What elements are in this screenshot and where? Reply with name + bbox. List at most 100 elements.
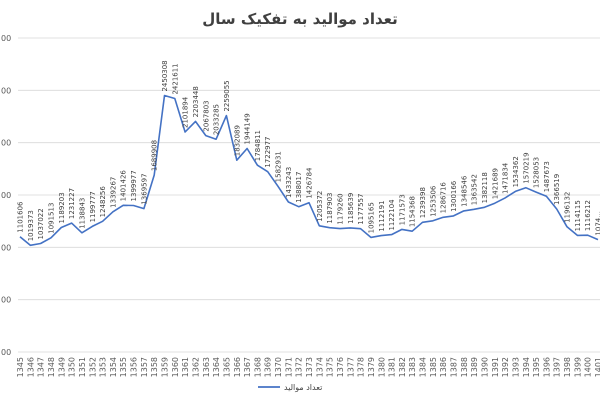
data-label: 1196132 [564, 192, 572, 223]
data-label: 1189203 [58, 192, 66, 223]
legend-label: تعداد موالید [284, 383, 322, 392]
x-tick-label: 1400 [584, 357, 593, 377]
data-label: 1348546 [460, 175, 468, 207]
data-label: 1570219 [522, 152, 530, 183]
data-label: 1388017 [295, 172, 303, 203]
y-tick-label: 00 [1, 296, 11, 305]
x-tick-label: 1346 [26, 357, 35, 377]
data-label: 1300166 [450, 180, 458, 212]
data-label: 1944149 [244, 113, 252, 144]
data-label: 2067803 [202, 100, 210, 131]
data-label: 1101606 [17, 201, 25, 233]
x-tick-label: 1354 [109, 357, 118, 377]
y-tick-label: 00 [1, 139, 11, 148]
x-tick-label: 1397 [553, 357, 562, 377]
x-tick-label: 1380 [377, 357, 386, 377]
x-tick-label: 1371 [284, 357, 293, 377]
x-tick-label: 1365 [222, 357, 231, 377]
x-tick-label: 1364 [212, 357, 221, 377]
x-tick-label: 1377 [346, 357, 355, 377]
data-label: 1832089 [233, 125, 241, 156]
x-tick-label: 1383 [408, 357, 417, 377]
x-tick-label: 1350 [68, 357, 77, 377]
x-tick-label: 1390 [480, 357, 489, 377]
data-label: 2421611 [171, 63, 179, 94]
chart-title: تعداد موالید به تفکیک سال [202, 10, 398, 28]
data-label: 1185639 [347, 193, 355, 224]
data-label: 1421689 [491, 168, 499, 199]
x-tick-label: 1396 [542, 357, 551, 377]
data-label: 1095165 [367, 202, 375, 233]
y-tick-label: 00 [1, 243, 11, 252]
x-tick-label: 1395 [532, 357, 541, 377]
data-label: 2450308 [161, 60, 169, 91]
x-tick-label: 1345 [16, 357, 25, 377]
x-tick-label: 1385 [429, 357, 438, 377]
data-label: 1534362 [512, 156, 520, 187]
x-tick-label: 1379 [367, 357, 376, 377]
data-label: 1722977 [264, 136, 272, 167]
x-tick-label: 1376 [336, 357, 345, 377]
data-label: 1253506 [429, 185, 437, 217]
data-label: 1122104 [388, 199, 396, 231]
x-tick-label: 1358 [150, 357, 159, 377]
x-tick-label: 1399 [573, 357, 582, 377]
x-tick-label: 1384 [419, 357, 428, 377]
data-label: 2033285 [213, 104, 221, 135]
data-label: 1363542 [471, 174, 479, 205]
x-tick-label: 1348 [47, 357, 56, 377]
x-tick-label: 1387 [450, 357, 459, 377]
data-label: 1205372 [316, 191, 324, 222]
x-tick-label: 1393 [511, 357, 520, 377]
data-label: 1433243 [285, 167, 293, 198]
data-label: 1784811 [254, 130, 262, 161]
x-tick-label: 1375 [326, 357, 335, 377]
data-label: 2101894 [182, 96, 190, 128]
data-label: 1074... [595, 211, 600, 236]
data-label: 1382118 [481, 172, 489, 203]
x-tick-label: 1356 [130, 357, 139, 377]
x-tick-label: 1394 [522, 357, 531, 377]
x-tick-label: 1388 [460, 357, 469, 377]
data-label: 1471834 [502, 162, 510, 194]
x-tick-label: 1367 [243, 357, 252, 377]
x-tick-label: 1369 [264, 357, 273, 377]
data-label: 1487673 [543, 161, 551, 192]
x-tick-label: 1398 [563, 357, 572, 377]
data-label: 1369597 [140, 173, 148, 204]
x-tick-label: 1401 [594, 357, 600, 377]
y-tick-label: 00 [1, 348, 11, 357]
x-tick-label: 1373 [305, 357, 314, 377]
data-label: 1689908 [151, 140, 159, 171]
x-tick-label: 1349 [57, 357, 66, 377]
x-tick-label: 1366 [233, 357, 242, 377]
x-tick-label: 1351 [78, 357, 87, 377]
x-tick-label: 1391 [491, 357, 500, 377]
x-tick-label: 1360 [171, 357, 180, 377]
data-label: 1286716 [440, 182, 448, 214]
data-label: 1138843 [78, 198, 86, 229]
data-label: 1399977 [130, 170, 138, 201]
data-label: 1248256 [99, 186, 107, 218]
x-tick-label: 1353 [99, 357, 108, 377]
y-tick-label: 00 [1, 34, 11, 43]
data-label: 1091513 [47, 203, 55, 234]
x-tick-label: 1363 [202, 357, 211, 377]
data-label: 1187903 [326, 192, 334, 223]
x-tick-label: 1389 [470, 357, 479, 377]
x-tick-label: 1359 [161, 357, 170, 377]
data-label: 1339267 [109, 177, 117, 208]
x-tick-label: 1370 [274, 357, 283, 377]
x-tick-label: 1386 [439, 357, 448, 377]
data-label: 1116212 [584, 200, 592, 231]
x-tick-label: 1372 [295, 357, 304, 377]
x-tick-label: 1361 [181, 357, 190, 377]
x-tick-label: 1352 [88, 357, 97, 377]
data-label: 1114115 [574, 200, 582, 231]
data-label: 1199777 [89, 191, 97, 222]
x-tick-label: 1392 [501, 357, 510, 377]
data-label: 1177557 [357, 194, 365, 225]
data-label: 2259055 [223, 80, 231, 111]
